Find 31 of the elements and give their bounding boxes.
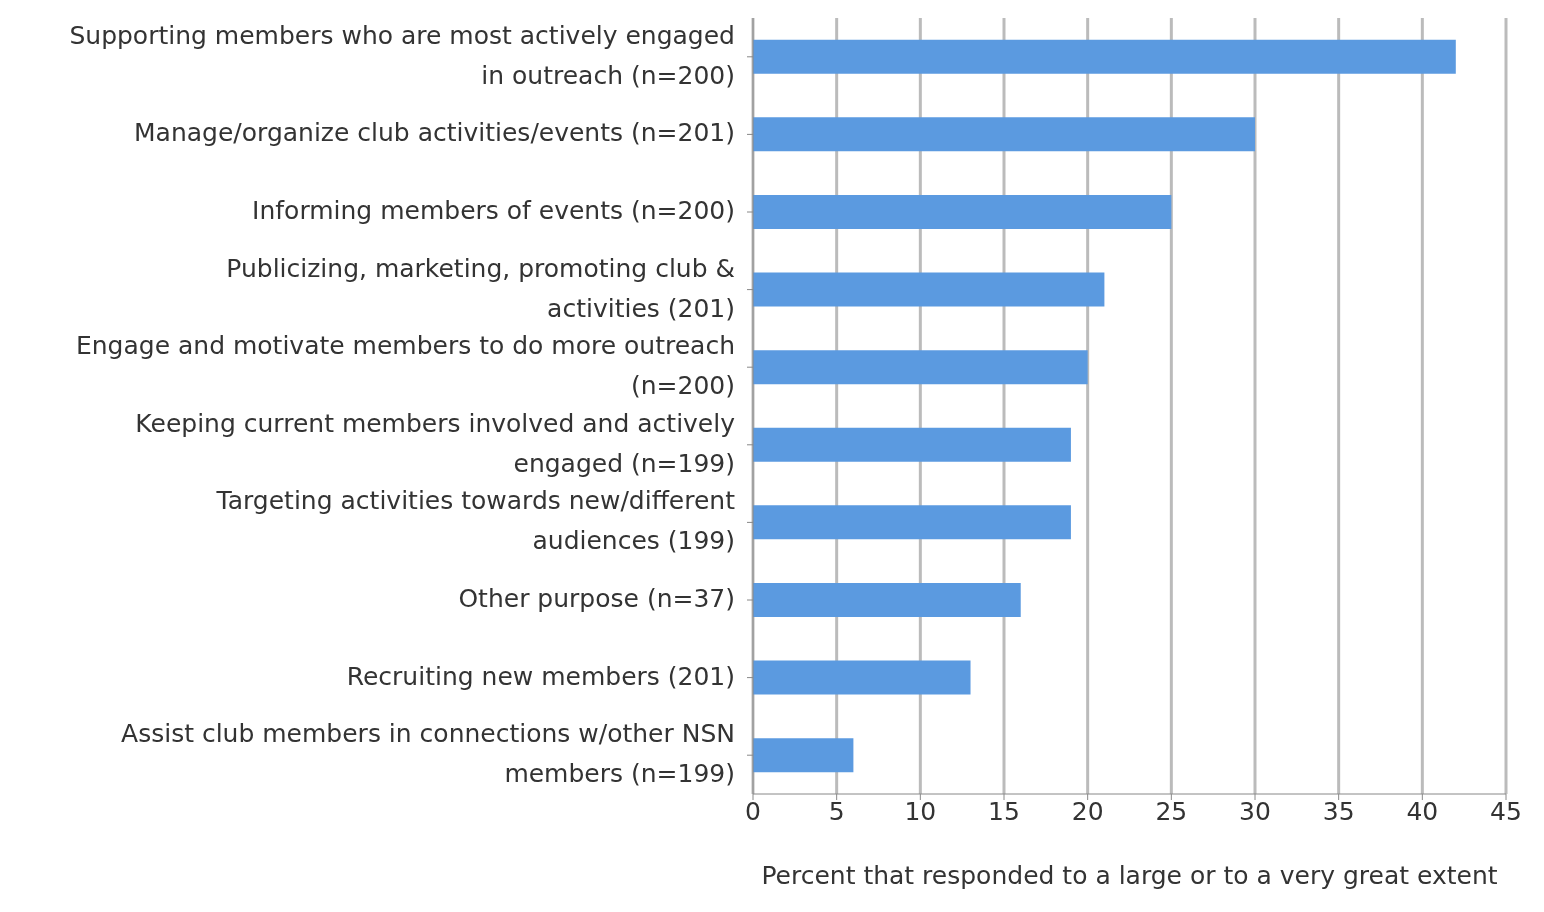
y-tick-label: Assist club members in connections w/other NSN members (n=199) [121,719,735,789]
y-tick-label: Recruiting new members (201) [346,661,735,691]
bar [753,272,1105,307]
x-tick-label: 25 [1155,796,1188,826]
x-tick-label: 40 [1406,796,1439,826]
bar [753,738,854,773]
y-tick-label: Engage and motivate members to do more outreach (n=200) [75,331,735,401]
y-tick-label: Other purpose (n=37) [458,584,735,613]
bar [753,350,1088,385]
y-tick-label: Publicizing, marketing, promoting club & activities (201) [226,253,735,323]
bar [753,194,1172,229]
x-axis-title: Percent that responded to a large or to a very great extent [761,861,1498,890]
y-tick-label: Keeping current members involved and actively engaged (n=199) [135,408,736,478]
bar [753,39,1456,74]
x-tick-label: 0 [745,796,761,826]
bar [753,582,1021,617]
bar [753,427,1071,462]
x-tick-label: 35 [1322,796,1355,826]
y-tick-label: Manage/organize club activities/events (n=201) [134,118,735,148]
x-tick-label: 45 [1490,796,1522,826]
y-tick-label: Targeting activities towards new/different audiences (199) [215,486,736,556]
x-tick-label: 20 [1071,796,1104,826]
x-tick-label: 30 [1239,796,1271,826]
x-tick-label: 15 [988,796,1020,826]
y-tick-label: Supporting members who are most actively engaged in outreach (n=200) [69,20,735,90]
bar [753,117,1255,152]
bar [753,660,971,695]
x-tick-label: 5 [828,796,845,826]
y-tick-label: Informing members of events (n=200) [252,196,735,225]
bar [753,505,1071,540]
x-tick-label: 10 [904,796,937,826]
